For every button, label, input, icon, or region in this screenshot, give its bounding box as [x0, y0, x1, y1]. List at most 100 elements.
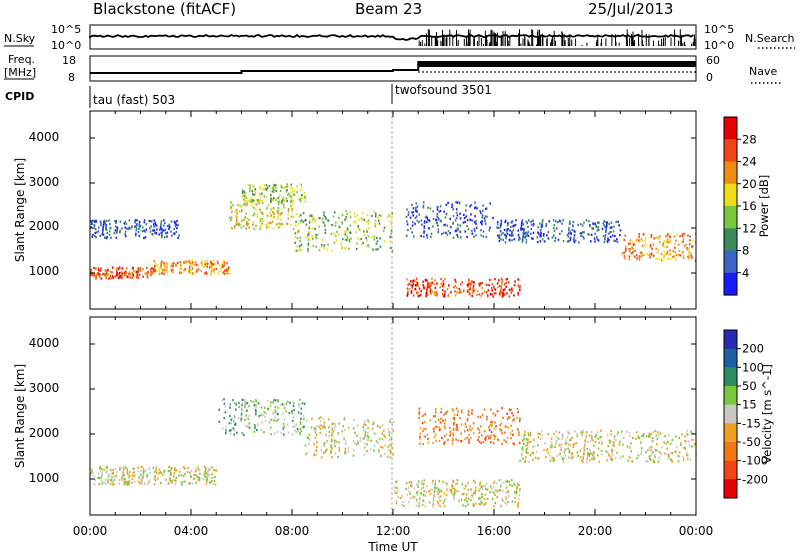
echo-cell — [449, 489, 452, 492]
echo-cell — [223, 272, 226, 275]
echo-cell — [541, 238, 544, 241]
colorbar-tick-label: 12 — [742, 221, 757, 235]
echo-cell — [580, 232, 583, 235]
echo-cell — [576, 435, 579, 438]
echo-cell — [507, 490, 509, 493]
echo-cell — [191, 482, 194, 485]
echo-cell — [337, 455, 339, 458]
echo-cell — [279, 184, 282, 187]
echo-cell — [155, 469, 157, 472]
colorbar-block — [724, 117, 737, 140]
echo-cell — [562, 460, 565, 463]
echo-cell — [587, 233, 589, 236]
colorbar-block — [724, 228, 737, 252]
echo-cell — [605, 225, 608, 228]
echo-cell — [114, 475, 116, 478]
echo-cell — [383, 434, 385, 437]
echo-cell — [493, 486, 495, 489]
echo-cell — [281, 223, 284, 226]
echo-cell — [430, 235, 432, 238]
echo-cell — [651, 437, 654, 440]
echo-cell — [475, 226, 478, 229]
echo-cell — [160, 222, 162, 225]
echo-cell — [632, 254, 635, 257]
echo-cell — [257, 201, 259, 204]
echo-cell — [115, 474, 118, 477]
echo-cell — [252, 221, 255, 224]
echo-cell — [559, 452, 561, 455]
echo-cell — [611, 453, 614, 456]
colorbar-tick-label: -15 — [742, 416, 761, 430]
echo-cell — [600, 449, 603, 452]
echo-cell — [166, 266, 168, 269]
echo-cell — [561, 230, 563, 233]
echo-cell — [95, 267, 97, 270]
echo-cell — [380, 446, 382, 449]
echo-cell — [296, 236, 299, 239]
echo-cell — [253, 193, 256, 196]
echo-cell — [241, 191, 244, 195]
echo-cell — [412, 279, 414, 282]
echo-cell — [442, 282, 445, 285]
echo-cell — [283, 186, 285, 189]
echo-cell — [514, 223, 517, 227]
echo-cell — [424, 494, 427, 497]
echo-cell — [362, 230, 365, 233]
echo-cell — [263, 183, 266, 187]
echo-cell — [493, 491, 495, 494]
echo-cell — [466, 500, 468, 503]
echo-cell — [375, 440, 378, 443]
echo-cell — [518, 284, 521, 287]
echo-cell — [424, 413, 427, 416]
echo-cell — [478, 431, 481, 434]
echo-cell — [453, 286, 455, 289]
echo-cell — [333, 211, 336, 214]
echo-cell — [363, 437, 365, 440]
echo-cell — [299, 422, 302, 425]
echo-cell — [300, 200, 302, 203]
echo-cell — [98, 226, 100, 229]
echo-cell — [259, 186, 261, 189]
echo-cell — [518, 238, 520, 241]
echo-cell — [434, 410, 437, 413]
echo-cell — [485, 207, 488, 210]
echo-cell — [222, 271, 225, 274]
echo-cell — [423, 226, 426, 230]
echo-cell — [596, 235, 598, 239]
echo-cell — [244, 399, 246, 402]
power-y-axis-label: Slant Range [km] — [13, 158, 27, 262]
echo-cell — [437, 418, 440, 421]
echo-cell — [572, 220, 575, 224]
echo-cell — [377, 425, 380, 428]
echo-cell — [194, 263, 196, 267]
echo-cell — [450, 226, 452, 229]
echo-cell — [103, 468, 105, 471]
echo-cell — [118, 479, 120, 482]
echo-cell — [611, 458, 614, 461]
freq-traces — [90, 61, 696, 74]
echo-cell — [422, 414, 425, 417]
echo-cell — [111, 274, 114, 278]
echo-cell — [478, 497, 480, 500]
echo-cell — [271, 186, 274, 190]
echo-cell — [158, 270, 161, 273]
echo-cell — [519, 488, 521, 491]
echo-cell — [255, 403, 258, 406]
echo-cell — [258, 193, 261, 196]
echo-cell — [491, 283, 494, 286]
echo-cell — [539, 229, 542, 232]
echo-cell — [312, 215, 314, 219]
echo-cell — [497, 226, 499, 229]
echo-cell — [221, 399, 223, 402]
echo-cell — [508, 295, 511, 298]
echo-cell — [606, 240, 609, 243]
echo-cell — [469, 205, 471, 208]
echo-cell — [461, 281, 464, 284]
echo-cell — [689, 458, 692, 461]
echo-cell — [246, 202, 248, 205]
echo-cell — [427, 441, 430, 444]
echo-cell — [154, 265, 156, 268]
echo-cell — [170, 220, 173, 223]
echo-cell — [485, 436, 487, 439]
